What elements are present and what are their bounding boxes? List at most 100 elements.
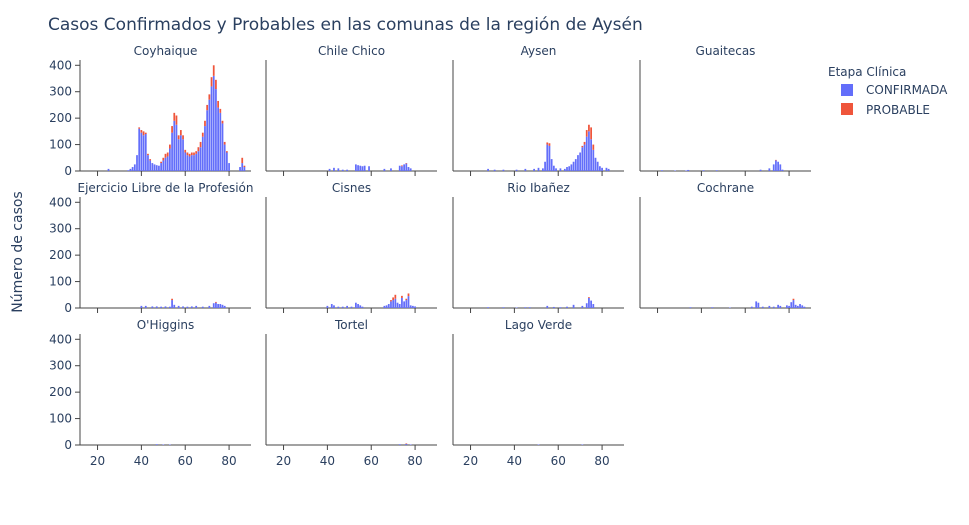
bar-confirmada[interactable] [223, 305, 226, 308]
bar-confirmada[interactable] [590, 139, 592, 171]
bar-confirmada[interactable] [566, 306, 568, 308]
bar-confirmada[interactable] [590, 300, 592, 308]
bar-confirmada[interactable] [155, 444, 158, 445]
bar-confirmada[interactable] [129, 168, 132, 171]
bar-confirmada[interactable] [158, 165, 160, 171]
bar-confirmada[interactable] [594, 157, 597, 171]
bar-confirmada[interactable] [493, 169, 496, 171]
bar-confirmada[interactable] [217, 107, 219, 171]
bar-confirmada[interactable] [337, 168, 340, 171]
bar-confirmada[interactable] [803, 306, 806, 308]
bar-confirmada[interactable] [405, 443, 408, 445]
bar-confirmada[interactable] [546, 144, 549, 171]
bar-confirmada[interactable] [193, 155, 195, 171]
bar-confirmada[interactable] [368, 166, 370, 171]
bar-confirmada[interactable] [768, 305, 771, 308]
bar-probable[interactable] [173, 112, 176, 121]
bar-probable[interactable] [149, 159, 152, 161]
bar-confirmada[interactable] [140, 132, 143, 171]
bar-confirmada[interactable] [570, 164, 573, 171]
bar-confirmada[interactable] [566, 167, 568, 171]
bar-probable[interactable] [164, 153, 167, 158]
bar-confirmada[interactable] [182, 306, 184, 308]
bar-confirmada[interactable] [687, 169, 690, 171]
bar-confirmada[interactable] [757, 302, 760, 308]
bar-confirmada[interactable] [361, 306, 364, 308]
bar-confirmada[interactable] [177, 139, 180, 171]
bar-confirmada[interactable] [138, 128, 141, 171]
bar-confirmada[interactable] [385, 305, 388, 308]
bar-confirmada[interactable] [337, 306, 340, 308]
bar-confirmada[interactable] [195, 305, 198, 308]
bar-probable[interactable] [171, 298, 173, 301]
bar-confirmada[interactable] [383, 168, 386, 171]
bar-confirmada[interactable] [201, 136, 204, 171]
bar-confirmada[interactable] [552, 165, 555, 171]
bar-confirmada[interactable] [131, 167, 134, 171]
bar-confirmada[interactable] [487, 307, 489, 308]
bar-confirmada[interactable] [151, 306, 154, 308]
bar-confirmada[interactable] [801, 305, 804, 308]
bar-confirmada[interactable] [355, 302, 357, 308]
bar-confirmada[interactable] [346, 305, 348, 308]
bar-probable[interactable] [175, 115, 178, 125]
bar-confirmada[interactable] [127, 170, 130, 171]
bar-probable[interactable] [394, 294, 397, 299]
bar-confirmada[interactable] [601, 167, 603, 171]
bar-confirmada[interactable] [219, 112, 222, 171]
bar-probable[interactable] [401, 295, 403, 298]
bar-confirmada[interactable] [341, 306, 344, 308]
bar-probable[interactable] [138, 127, 141, 129]
bar-confirmada[interactable] [559, 307, 562, 308]
bar-confirmada[interactable] [548, 145, 551, 171]
bar-confirmada[interactable] [396, 302, 399, 308]
bar-confirmada[interactable] [359, 305, 362, 308]
bar-confirmada[interactable] [755, 301, 758, 308]
bar-confirmada[interactable] [689, 307, 692, 308]
bar-confirmada[interactable] [171, 132, 173, 171]
bar-confirmada[interactable] [592, 304, 595, 308]
bar-confirmada[interactable] [777, 161, 779, 171]
bar-confirmada[interactable] [226, 152, 228, 172]
bar-confirmada[interactable] [528, 307, 531, 308]
bar-confirmada[interactable] [147, 155, 149, 171]
bar-confirmada[interactable] [164, 306, 167, 308]
bar-confirmada[interactable] [140, 305, 143, 308]
bar-confirmada[interactable] [715, 170, 718, 171]
bar-confirmada[interactable] [729, 307, 731, 308]
bar-confirmada[interactable] [768, 168, 771, 171]
bar-probable[interactable] [390, 300, 392, 302]
bar-confirmada[interactable] [563, 168, 566, 171]
bar-confirmada[interactable] [524, 168, 527, 171]
bar-confirmada[interactable] [674, 170, 676, 171]
bar-probable[interactable] [401, 165, 403, 167]
bar-probable[interactable] [215, 301, 217, 303]
bar-confirmada[interactable] [182, 139, 184, 171]
bar-probable[interactable] [588, 297, 590, 298]
bar-confirmada[interactable] [173, 304, 176, 308]
bar-probable[interactable] [184, 149, 187, 153]
bar-confirmada[interactable] [779, 164, 782, 171]
bar-confirmada[interactable] [144, 134, 147, 171]
bar-confirmada[interactable] [186, 155, 189, 171]
bar-confirmada[interactable] [204, 126, 206, 171]
bar-confirmada[interactable] [326, 305, 329, 308]
bar-confirmada[interactable] [572, 304, 575, 308]
bar-confirmada[interactable] [599, 166, 601, 171]
bar-confirmada[interactable] [199, 147, 202, 171]
bar-confirmada[interactable] [155, 165, 158, 171]
bar-confirmada[interactable] [333, 305, 335, 308]
bar-probable[interactable] [548, 143, 551, 146]
bar-confirmada[interactable] [155, 306, 158, 308]
bar-confirmada[interactable] [550, 159, 553, 171]
bar-confirmada[interactable] [524, 307, 527, 308]
bar-confirmada[interactable] [169, 306, 171, 308]
bar-confirmada[interactable] [537, 167, 540, 171]
bar-probable[interactable] [171, 126, 173, 133]
bar-confirmada[interactable] [363, 165, 366, 171]
bar-confirmada[interactable] [577, 155, 579, 171]
bar-confirmada[interactable] [162, 160, 165, 171]
bar-confirmada[interactable] [502, 169, 505, 171]
bar-probable[interactable] [195, 151, 198, 154]
bar-confirmada[interactable] [685, 170, 687, 171]
